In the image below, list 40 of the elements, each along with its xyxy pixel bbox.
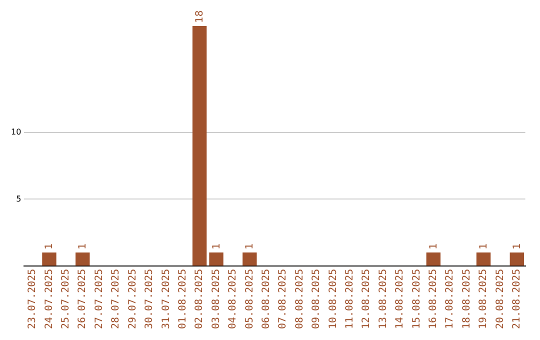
data-label: 1	[428, 243, 440, 250]
x-tick-label: 06.08.2025	[260, 268, 272, 330]
data-label: 1	[44, 243, 56, 250]
data-label: 1	[478, 243, 490, 250]
x-tick-label: 24.07.2025	[44, 268, 55, 330]
y-tick-label: 10	[10, 128, 22, 137]
x-tick-label: 21.08.2025	[512, 268, 523, 330]
x-tick-label: 12.08.2025	[361, 268, 372, 330]
x-tick-label: 03.08.2025	[210, 268, 222, 330]
x-tick-label: 05.08.2025	[244, 268, 256, 330]
x-tick-label: 14.08.2025	[394, 268, 406, 330]
x-tick-label: 23.07.2025	[27, 268, 38, 330]
x-tick-label: 27.07.2025	[94, 268, 105, 330]
x-tick-label: 31.07.2025	[160, 268, 172, 330]
data-label: 1	[78, 243, 89, 250]
x-tick-label: 29.07.2025	[127, 268, 138, 330]
x-tick-label: 07.08.2025	[278, 268, 289, 330]
x-tick-label: 25.07.2025	[60, 268, 72, 330]
x-tick-label: 18.08.2025	[461, 268, 472, 330]
x-tick-label: 16.08.2025	[428, 268, 440, 330]
data-label: 1	[211, 243, 222, 250]
x-tick-label: 19.08.2025	[478, 268, 490, 330]
x-tick-label: 04.08.2025	[228, 268, 239, 330]
x-tick-label: 15.08.2025	[411, 268, 422, 330]
data-label: 1	[244, 243, 256, 250]
x-tick-label: 11.08.2025	[344, 268, 356, 330]
y-tick-label: 5	[16, 194, 22, 204]
x-tick-label: 20.08.2025	[494, 268, 506, 330]
data-label: 1	[512, 243, 523, 250]
x-tick-label: 02.08.2025	[194, 268, 206, 330]
x-tick-label: 13.08.2025	[378, 268, 389, 330]
data-label: 18	[194, 10, 206, 23]
x-tick-label: 08.08.2025	[294, 268, 306, 330]
x-tick-label: 10.08.2025	[328, 268, 339, 330]
x-tick-label: 28.07.2025	[110, 268, 122, 330]
x-tick-label: 09.08.2025	[311, 268, 322, 330]
x-tick-label: 26.07.2025	[77, 268, 88, 330]
x-tick-label: 01.08.2025	[177, 268, 188, 330]
x-tick-label: 17.08.2025	[444, 268, 456, 330]
x-tick-label: 30.07.2025	[144, 268, 156, 330]
